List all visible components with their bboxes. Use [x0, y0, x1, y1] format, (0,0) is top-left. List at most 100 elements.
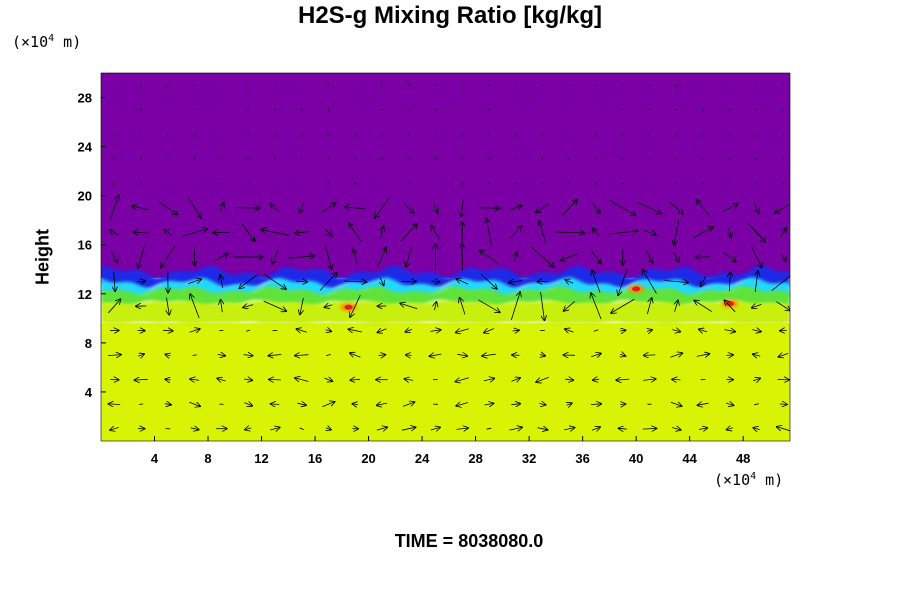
vector-arrow [300, 297, 304, 314]
vector-arrow [751, 246, 761, 268]
vector-arrow [378, 355, 386, 356]
vector-arrow [405, 329, 413, 331]
vector-arrow [113, 84, 116, 87]
vector-arrow [648, 133, 651, 136]
vector-arrow [350, 295, 361, 317]
vector-arrow [326, 428, 331, 430]
vector-arrow [113, 158, 116, 160]
vector-arrow [777, 379, 789, 380]
vector-arrow [263, 273, 286, 289]
vector-arrow [536, 203, 550, 212]
x-tick-label: 48 [736, 451, 750, 466]
vector-arrow [693, 227, 713, 239]
vector-arrow [348, 329, 363, 332]
vector-arrow [565, 280, 574, 283]
vector-arrow [456, 378, 470, 382]
vector-arrow [407, 108, 410, 111]
vector-arrow [401, 427, 416, 430]
layer-upper [101, 73, 790, 278]
vector-arrow [322, 402, 334, 407]
x-axis-unit: (×104 m) [714, 471, 783, 489]
vector-arrow [515, 253, 517, 262]
vector-arrow [164, 230, 173, 236]
vector-arrow [324, 228, 332, 236]
vector-arrow [108, 299, 120, 314]
vector-arrow [407, 133, 410, 136]
vector-arrow [648, 157, 651, 160]
vector-arrow [327, 182, 330, 185]
vector-arrow [697, 200, 710, 217]
vector-arrow [702, 133, 704, 136]
vector-arrow [295, 232, 309, 234]
vector-arrow [456, 403, 469, 406]
vector-arrow [726, 355, 733, 356]
vector-arrow [675, 133, 678, 136]
vector-arrow [487, 219, 492, 247]
vector-arrow [325, 354, 331, 357]
vector-arrow [321, 203, 335, 214]
vector-arrow [434, 108, 437, 111]
vector-arrow [554, 232, 585, 233]
vector-arrow [221, 300, 223, 313]
vector-arrow [782, 157, 785, 161]
vector-arrow [300, 202, 304, 213]
vector-arrow [782, 182, 785, 185]
vector-arrow [637, 202, 662, 214]
vector-arrow [161, 246, 176, 267]
vector-arrow [531, 246, 553, 267]
vector-arrow [114, 271, 115, 291]
vector-arrow [375, 197, 390, 218]
vector-arrow [435, 302, 437, 311]
vector-arrow [110, 427, 119, 430]
x-tick-label: 20 [361, 451, 375, 466]
vector-arrow [755, 157, 758, 161]
vector-arrow [509, 280, 523, 282]
vector-arrow [456, 428, 468, 429]
vector-arrow [163, 330, 173, 331]
vector-arrow [377, 248, 386, 267]
vector-arrow [345, 207, 366, 209]
vector-arrow [431, 281, 439, 282]
vector-arrow [568, 182, 571, 185]
vector-arrow [536, 376, 549, 382]
vector-arrow [350, 379, 361, 380]
vector-arrow [378, 329, 387, 333]
hot-spot [344, 304, 353, 310]
vector-arrow [619, 428, 627, 429]
vector-arrow [244, 379, 252, 380]
vector-arrow [431, 226, 441, 240]
vector-arrow [776, 301, 790, 311]
vector-arrow [540, 355, 545, 356]
vector-arrow [381, 133, 383, 136]
vector-arrow [456, 329, 469, 333]
vector-arrow [478, 208, 500, 209]
vector-arrow [188, 279, 201, 284]
vector-arrow [434, 84, 437, 86]
y-tick-label: 28 [78, 91, 92, 106]
vector-arrow [139, 108, 143, 112]
vector-arrow [675, 300, 678, 312]
vector-arrow [727, 428, 733, 430]
vector-arrow [350, 353, 361, 357]
vector-arrow [753, 354, 761, 356]
vector-arrow [482, 354, 496, 356]
vector-arrow [140, 181, 142, 185]
vector-arrow [138, 245, 145, 268]
vector-arrow [512, 330, 519, 331]
vector-arrow [755, 84, 758, 86]
vector-arrow [243, 305, 254, 308]
vector-arrow [217, 354, 225, 355]
vector-arrow [241, 223, 255, 242]
vector-arrow [591, 202, 600, 213]
vector-arrow [777, 427, 790, 431]
vector-arrow [192, 354, 197, 356]
vector-arrow [594, 133, 598, 136]
vector-arrow [272, 249, 279, 264]
vector-arrow [755, 271, 758, 292]
vector-arrow [752, 378, 760, 381]
vector-arrow [139, 157, 143, 160]
vector-arrow [271, 404, 280, 405]
vector-arrow [300, 133, 303, 136]
vector-arrow [729, 272, 730, 292]
